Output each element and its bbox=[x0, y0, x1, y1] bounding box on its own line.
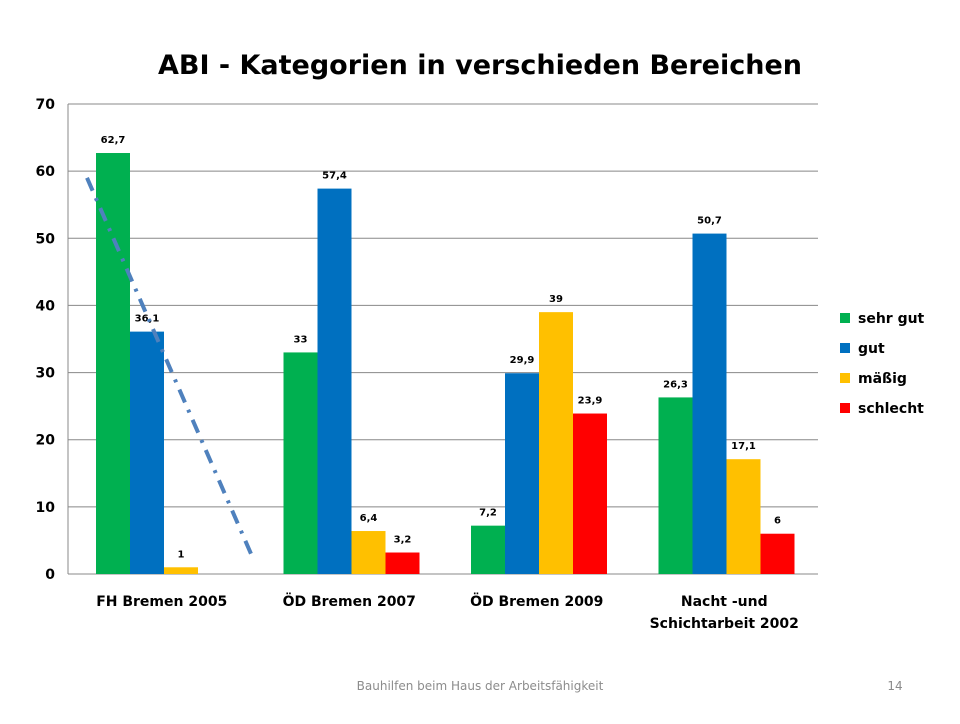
data-labels: 62,7 33 7,2 26,3 36,1 57,4 29,9 50,7 1 6,4 39 17,1 3… bbox=[101, 135, 781, 560]
data-label: 23,9 bbox=[578, 396, 603, 407]
bar bbox=[317, 188, 352, 574]
x-tick-label-line: Schichtarbeit 2002 bbox=[650, 616, 799, 632]
bar bbox=[539, 312, 573, 574]
legend-swatch bbox=[840, 313, 850, 323]
y-tick-label: 10 bbox=[36, 500, 56, 516]
legend-swatch bbox=[840, 403, 850, 413]
x-tick-label-line: ÖD Bremen 2007 bbox=[283, 592, 416, 610]
bar bbox=[726, 459, 761, 574]
data-label: 50,7 bbox=[697, 216, 722, 227]
data-label: 62,7 bbox=[101, 135, 126, 146]
trend-annotation bbox=[85, 177, 255, 559]
bar bbox=[471, 525, 505, 574]
trend-line bbox=[85, 177, 255, 559]
footer-text: Bauhilfen beim Haus der Arbeitsfähigkeit bbox=[357, 679, 604, 693]
bar bbox=[96, 153, 130, 574]
legend: sehr gut gut mäßig schlecht bbox=[840, 311, 925, 417]
y-tick-label: 50 bbox=[36, 231, 56, 247]
x-tick-label: Nacht -und Schichtarbeit 2002 bbox=[650, 594, 799, 632]
y-tick-label: 70 bbox=[36, 97, 56, 113]
bar bbox=[692, 233, 727, 575]
data-label: 39 bbox=[549, 294, 563, 305]
data-label: 7,2 bbox=[479, 508, 497, 519]
y-tick-label: 0 bbox=[45, 567, 55, 583]
bar bbox=[505, 373, 539, 574]
data-label: 26,3 bbox=[663, 379, 688, 390]
bars bbox=[96, 153, 795, 575]
y-tick-label: 20 bbox=[36, 433, 56, 449]
legend-label: schlecht bbox=[858, 401, 924, 417]
gridlines bbox=[68, 103, 818, 575]
chart-title: ABI - Kategorien in verschieden Bereiche… bbox=[158, 50, 802, 81]
data-label: 6,4 bbox=[360, 513, 378, 524]
x-tick-label-line: FH Bremen 2005 bbox=[96, 594, 227, 610]
legend-swatch bbox=[840, 373, 850, 383]
bar bbox=[760, 533, 795, 574]
legend-label: mäßig bbox=[858, 371, 907, 387]
x-tick-label: ÖD Bremen 2007 bbox=[283, 592, 416, 610]
x-tick-label: FH Bremen 2005 bbox=[96, 594, 227, 610]
data-label: 33 bbox=[294, 334, 308, 345]
data-label: 57,4 bbox=[322, 171, 347, 182]
data-label: 1 bbox=[178, 549, 185, 560]
y-tick-label: 60 bbox=[36, 164, 56, 180]
legend-label: sehr gut bbox=[858, 311, 925, 327]
x-tick-label-line: Nacht -und bbox=[681, 594, 768, 610]
y-tick-label: 30 bbox=[36, 366, 56, 382]
bar bbox=[283, 352, 318, 574]
data-label: 29,9 bbox=[510, 355, 535, 366]
data-label: 36,1 bbox=[135, 314, 160, 325]
legend-label: gut bbox=[858, 341, 885, 357]
page-number: 14 bbox=[887, 679, 902, 693]
legend-swatch bbox=[840, 343, 850, 353]
bar bbox=[164, 567, 198, 574]
bar bbox=[573, 413, 607, 574]
bar bbox=[658, 397, 693, 574]
x-tick-label: ÖD Bremen 2009 bbox=[470, 592, 603, 610]
data-label: 17,1 bbox=[731, 441, 756, 452]
y-tick-label: 40 bbox=[36, 298, 56, 314]
bar bbox=[351, 531, 386, 574]
data-label: 3,2 bbox=[394, 535, 412, 546]
data-label: 6 bbox=[774, 516, 781, 527]
x-tick-label-line: ÖD Bremen 2009 bbox=[470, 592, 603, 610]
bar bbox=[130, 331, 164, 574]
bar bbox=[385, 552, 420, 574]
